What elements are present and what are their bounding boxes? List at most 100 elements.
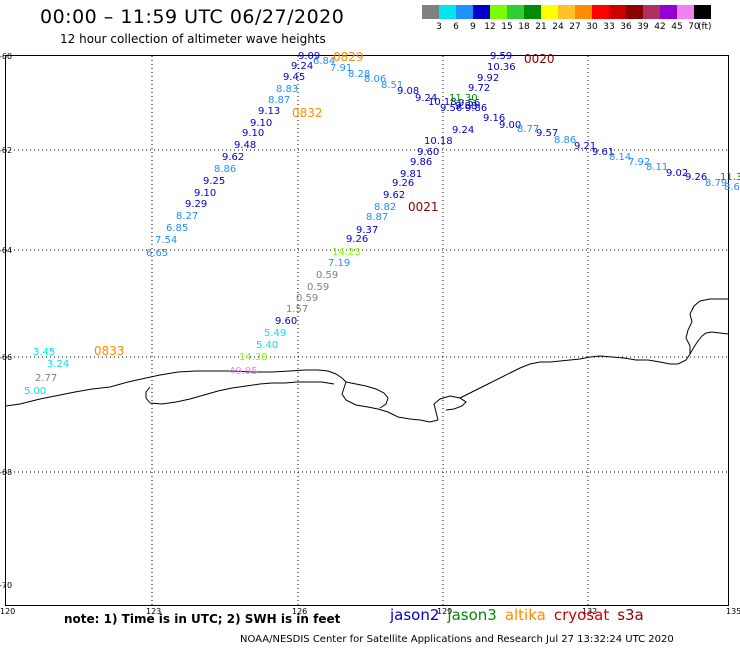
wave-height-point: 9.10 bbox=[194, 188, 216, 199]
wave-height-point: 9.48 bbox=[234, 140, 256, 151]
scale-swatch bbox=[643, 5, 660, 19]
wave-height-point: 10.36 bbox=[487, 62, 516, 73]
wave-height-point: 9.25 bbox=[203, 176, 225, 187]
wave-height-point: 9.61 bbox=[592, 147, 614, 158]
wave-height-point: 11.30 bbox=[449, 93, 478, 104]
wave-height-point: 14.38 bbox=[239, 352, 268, 363]
wave-height-point: 8.82 bbox=[374, 202, 396, 213]
scale-swatch bbox=[609, 5, 626, 19]
scale-swatch bbox=[439, 5, 456, 19]
wave-height-point: 9.00 bbox=[499, 120, 521, 131]
wave-height-point: 8.28 bbox=[348, 69, 370, 80]
wave-height-point: 9.16 bbox=[483, 113, 505, 124]
wave-height-point: 8.77 bbox=[517, 124, 539, 135]
wave-height-point: 9.86 bbox=[465, 103, 487, 114]
wave-height-point: 5.49 bbox=[264, 328, 286, 339]
wave-height-point: 9.56 bbox=[458, 98, 480, 109]
pass-time-label: 0829 bbox=[333, 50, 364, 64]
scale-swatch bbox=[677, 5, 694, 19]
wave-height-point: 9.13 bbox=[258, 106, 280, 117]
satellite-legend: jason2 jason3 altika cryosat s3a bbox=[390, 606, 652, 624]
wave-height-point: 9.26 bbox=[346, 234, 368, 245]
wave-height-point: 9.57 bbox=[536, 128, 558, 139]
scale-swatch bbox=[541, 5, 558, 19]
wave-height-point: 6.84 bbox=[313, 56, 335, 67]
wave-height-point: 3.45 bbox=[33, 347, 55, 358]
scale-swatch bbox=[473, 5, 490, 19]
wave-height-point: 8.51 bbox=[381, 80, 403, 91]
map-frame bbox=[5, 55, 729, 606]
scale-swatch bbox=[456, 5, 473, 19]
wave-height-point: 9.08 bbox=[397, 86, 419, 97]
wave-height-point: 10.18 bbox=[424, 136, 453, 147]
lon-label: 132 bbox=[582, 607, 597, 616]
wave-height-point: 9.24 bbox=[415, 93, 437, 104]
longitude-labels: 120 123 126 129 132 135 bbox=[0, 607, 740, 616]
wave-height-point: 9.24 bbox=[452, 125, 474, 136]
scale-swatch bbox=[490, 5, 507, 19]
wave-height-point: 3.24 bbox=[47, 359, 69, 370]
wave-height-point: 49.95 bbox=[229, 366, 258, 377]
wave-height-point: 9.10 bbox=[242, 128, 264, 139]
wave-height-point: 9.86 bbox=[410, 157, 432, 168]
wave-height-point: 9.56 bbox=[440, 103, 462, 114]
wave-height-point: 9.24 bbox=[291, 61, 313, 72]
scale-label: 42 bbox=[654, 22, 666, 32]
scale-swatch bbox=[524, 5, 541, 19]
scale-label: 6 bbox=[453, 22, 459, 32]
wave-height-point: 9.92 bbox=[477, 73, 499, 84]
satellite-legend-item: jason2 bbox=[390, 606, 440, 624]
wave-height-point: 9.62 bbox=[383, 190, 405, 201]
lat-label: -64 bbox=[0, 246, 12, 255]
wave-height-point: 11.3 bbox=[720, 172, 740, 183]
graticule bbox=[6, 56, 728, 605]
wave-height-point: 9.60 bbox=[275, 316, 297, 327]
satellite-legend-item: s3a bbox=[617, 606, 644, 624]
antarctic-coastline bbox=[5, 298, 729, 423]
scale-label: 24 bbox=[552, 22, 564, 32]
wave-height-point: 9.72 bbox=[468, 83, 490, 94]
lon-label: 126 bbox=[292, 607, 307, 616]
lat-label: -62 bbox=[0, 146, 12, 155]
lon-label: 129 bbox=[437, 607, 452, 616]
wave-height-point: 1.57 bbox=[286, 304, 308, 315]
wave-height-point: 9.26 bbox=[392, 178, 414, 189]
wave-height-point: 9.81 bbox=[400, 169, 422, 180]
scale-swatch bbox=[592, 5, 609, 19]
scale-swatch bbox=[575, 5, 592, 19]
lon-label: 120 bbox=[0, 607, 15, 616]
scale-label: 45 bbox=[671, 22, 683, 32]
pass-time-label: 0021 bbox=[408, 200, 439, 214]
pass-time-label: 0833 bbox=[94, 344, 125, 358]
wave-height-point: 8.87 bbox=[268, 95, 290, 106]
scale-label: 21 bbox=[535, 22, 547, 32]
wave-height-point: 9.09 bbox=[298, 51, 320, 62]
wave-height-point: 9.60 bbox=[417, 147, 439, 158]
wave-height-point: 9.45 bbox=[283, 72, 305, 83]
wave-height-point: 9.21 bbox=[574, 141, 596, 152]
pass-time-label: 0020 bbox=[524, 52, 555, 66]
footer-note: note: 1) Time is in UTC; 2) SWH is in fe… bbox=[64, 612, 341, 626]
scale-label: 70 bbox=[688, 22, 700, 32]
scale-swatch bbox=[507, 5, 524, 19]
scale-label: 12 bbox=[484, 22, 496, 32]
wave-height-point: 7.91 bbox=[330, 63, 352, 74]
satellite-legend-item: jason3 bbox=[447, 606, 497, 624]
latitude-labels: -60 -62 -64 -66 -68 -70 bbox=[0, 52, 12, 590]
wave-height-point: 9.62 bbox=[222, 152, 244, 163]
wave-height-point: 6.65 bbox=[146, 248, 168, 259]
wave-height-point: 9.10 bbox=[250, 118, 272, 129]
wave-height-point: 8.06 bbox=[364, 74, 386, 85]
footer-credit: NOAA/NESDIS Center for Satellite Applica… bbox=[240, 634, 674, 645]
scale-unit: (ft) bbox=[698, 22, 712, 32]
lat-label: -70 bbox=[0, 581, 12, 590]
scale-label: 15 bbox=[501, 22, 513, 32]
scale-label: 27 bbox=[569, 22, 581, 32]
scale-swatch bbox=[626, 5, 643, 19]
lat-label: -60 bbox=[0, 52, 12, 61]
wave-height-point: 7.54 bbox=[155, 235, 177, 246]
lat-label: -66 bbox=[0, 353, 12, 362]
wave-height-point: 9.02 bbox=[666, 168, 688, 179]
page-title: 00:00 – 11:59 UTC 06/27/2020 bbox=[40, 6, 345, 28]
wave-height-point: 8.86 bbox=[214, 164, 236, 175]
